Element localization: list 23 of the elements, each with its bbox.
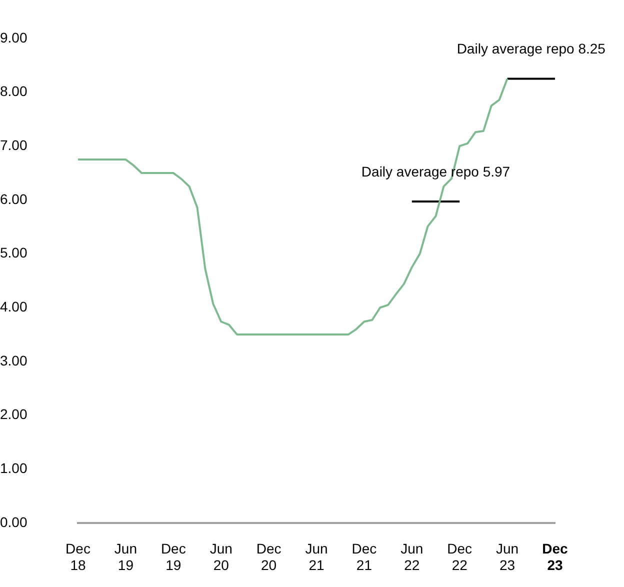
y-tick-label: 1.00 <box>0 460 28 476</box>
y-tick-label: 9.00 <box>0 29 28 46</box>
x-tick-label: Jun 20 <box>210 540 232 574</box>
x-tick-label: Dec 23 <box>542 540 568 574</box>
x-tick-label: Dec 18 <box>66 540 90 574</box>
x-tick-label: Jun 21 <box>305 540 328 574</box>
x-tick-label: Jun 23 <box>496 540 519 574</box>
x-tick-label: Dec 20 <box>256 540 282 574</box>
y-tick-label: 4.00 <box>0 298 28 314</box>
text: Daily average repo 8.25 <box>456 40 606 57</box>
y-tick-label: 3.00 <box>0 352 28 368</box>
text: Daily average repo 5.97 <box>361 163 510 180</box>
x-tick-label: Jun 19 <box>114 540 137 574</box>
y-tick-label: 5.00 <box>0 244 28 261</box>
x-tick-label: Dec 19 <box>160 540 186 574</box>
y-tick-label: 6.00 <box>0 190 28 207</box>
y-tick-label: 0.00 <box>0 514 28 530</box>
y-tick-label: 2.00 <box>0 406 28 422</box>
x-tick-label: Dec 21 <box>352 540 377 574</box>
x-tick-label: Dec 22 <box>447 540 472 574</box>
y-tick-label: 8.00 <box>0 83 28 100</box>
y-tick-label: 7.00 <box>0 136 28 153</box>
x-tick-label: Jun 22 <box>400 540 424 574</box>
